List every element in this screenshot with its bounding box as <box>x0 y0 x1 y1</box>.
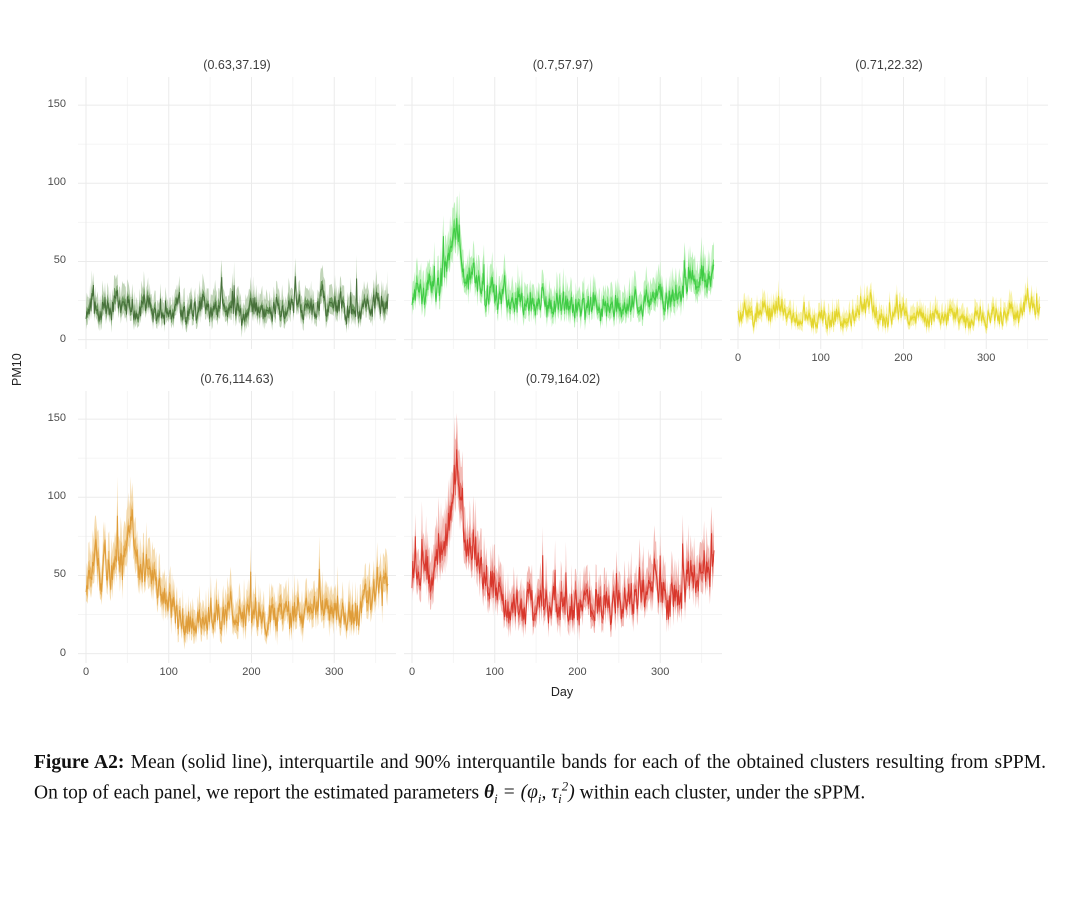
panel-cluster-4: (0.76,114.63) 0 100 200 300 <box>78 369 396 683</box>
math-phi: φ <box>527 782 538 804</box>
band-90-interquantile <box>86 255 388 338</box>
caption-label: Figure A2: <box>34 752 125 773</box>
panel-plot <box>730 77 1048 349</box>
x-axis-ticks: 0 100 200 300 <box>404 663 722 683</box>
panel-cluster-1: (0.63,37.19) <box>78 55 396 369</box>
band-90-interquantile <box>412 190 714 331</box>
x-axis-ticks <box>404 349 722 369</box>
x-tick-label: 300 <box>325 666 344 678</box>
math-comma: , <box>541 782 552 804</box>
panel-title: (0.79,164.02) <box>525 372 601 386</box>
panel-title: (0.71,22.32) <box>855 58 923 72</box>
y-tick-label: 50 <box>53 254 66 267</box>
y-tick-label: 0 <box>59 332 66 345</box>
mean-line <box>85 509 389 637</box>
empty-facet-cell <box>730 369 1048 683</box>
y-tick-label: 50 <box>53 568 66 581</box>
y-tick-label: 100 <box>47 490 66 503</box>
panel-chart-svg <box>404 391 722 663</box>
caption-math: θi = (φi, τi2) <box>483 779 575 807</box>
y-axis-ticks-row2: 0 50 100 150 <box>40 369 70 683</box>
panel-chart-svg <box>78 391 396 663</box>
mean-line <box>411 218 715 322</box>
x-tick-label: 200 <box>242 666 261 678</box>
panel-chart-svg <box>730 77 1048 349</box>
mean-line <box>737 288 1041 330</box>
math-close: ) <box>568 782 575 804</box>
panel-chart-svg <box>404 77 722 349</box>
x-axis-ticks <box>78 349 396 369</box>
mean-line <box>411 449 715 626</box>
math-eq: = ( <box>497 782 528 804</box>
figure-caption: Figure A2: Mean (solid line), interquart… <box>34 749 1046 809</box>
band-interquartile <box>86 499 388 643</box>
panel-title: (0.7,57.97) <box>532 58 594 72</box>
y-axis-label: PM10 <box>10 353 24 387</box>
caption-text-before: Mean (solid line), interquartile and 90%… <box>34 752 1046 804</box>
y-tick-label: 150 <box>47 98 66 111</box>
math-sup-2: 2 <box>561 779 569 794</box>
panel-cluster-5: (0.79,164.02) 0 100 200 300 <box>404 369 722 683</box>
panel-chart-svg <box>78 77 396 349</box>
y-tick-label: 150 <box>47 412 66 425</box>
facet-grid: 0 50 100 150 (0.63,37.19) (0.7,57.97) (0.71… <box>40 55 1080 683</box>
y-tick-label: 0 <box>59 646 66 659</box>
math-sub-i: i <box>494 792 498 807</box>
panel-title: (0.76,114.63) <box>200 372 274 386</box>
x-tick-label: 100 <box>811 352 830 364</box>
x-tick-label: 300 <box>651 666 670 678</box>
plot-area: PM10 0 50 100 150 (0.63,37.19) (0.7,57.97) … <box>10 55 1080 699</box>
math-sub-i: i <box>558 792 562 807</box>
mean-line <box>85 276 389 326</box>
x-tick-label: 200 <box>894 352 913 364</box>
math-tau: τ <box>551 782 559 804</box>
panel-plot <box>404 77 722 349</box>
x-tick-label: 100 <box>159 666 178 678</box>
panel-title: (0.63,37.19) <box>203 58 271 72</box>
math-theta: θ <box>483 782 495 804</box>
x-axis-label: Day <box>550 685 574 699</box>
x-tick-label: 0 <box>82 666 90 678</box>
x-tick-label: 300 <box>977 352 996 364</box>
y-axis-ticks-row1: 0 50 100 150 <box>40 55 70 369</box>
panel-plot <box>404 391 722 663</box>
panel-cluster-3: (0.71,22.32) 0 100 200 300 <box>730 55 1048 369</box>
math-sub-i: i <box>537 792 542 807</box>
x-tick-label: 0 <box>734 352 742 364</box>
x-tick-label: 100 <box>485 666 504 678</box>
panel-plot <box>78 391 396 663</box>
panel-plot <box>78 77 396 349</box>
x-axis-ticks: 0 100 200 300 <box>730 349 1048 369</box>
panel-cluster-2: (0.7,57.97) <box>404 55 722 369</box>
x-tick-label: 200 <box>568 666 587 678</box>
x-axis-ticks: 0 100 200 300 <box>78 663 396 683</box>
x-tick-label: 0 <box>408 666 416 678</box>
y-tick-label: 100 <box>47 176 66 189</box>
caption-text-after: within each cluster, under the sPPM. <box>574 782 866 804</box>
